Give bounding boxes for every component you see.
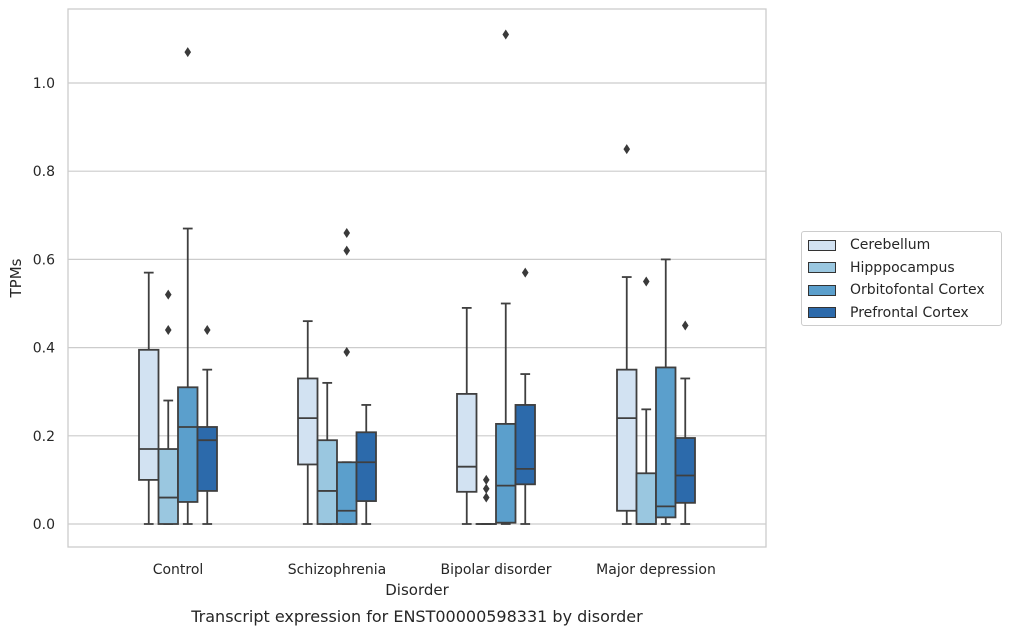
legend-label: Orbitofontal Cortex — [850, 282, 985, 298]
box-1-0 — [297, 320, 319, 525]
box-1-3 — [355, 404, 377, 525]
legend-item: Cerebellum — [808, 236, 930, 254]
outlier-point — [502, 29, 510, 40]
x-tick-label: Control — [153, 562, 204, 578]
outlier-point — [482, 474, 490, 485]
box-body — [355, 431, 377, 502]
outlier-point — [623, 144, 631, 155]
x-axis-ticks: Control Schizophrenia Bipolar disorder Majo… — [153, 562, 716, 578]
x-tick-label: Bipolar disorder — [440, 562, 551, 578]
outlier-point — [681, 320, 689, 331]
legend-item: Orbitofontal Cortex — [808, 281, 985, 299]
box-3-3 — [674, 320, 696, 525]
outlier-point — [521, 267, 529, 278]
legend-label: Hipppocampus — [850, 259, 955, 276]
outlier-point — [203, 324, 211, 335]
outlier-point — [482, 492, 490, 503]
outlier-point — [164, 324, 172, 335]
legend-item: Prefrontal Cortex — [808, 304, 969, 322]
box-2-0 — [456, 307, 478, 525]
box-body — [674, 437, 696, 504]
box-0-3 — [196, 324, 218, 525]
legend: Cerebellum Hipppocampus Orbitofontal Corte… — [801, 231, 1002, 326]
box-1-2 — [336, 227, 358, 525]
legend-swatch — [808, 307, 836, 318]
box-3-0 — [616, 144, 638, 525]
box-2-1 — [475, 474, 497, 525]
box-body — [297, 377, 319, 466]
plot-frame — [67, 8, 767, 548]
y-tick-label: 0.0 — [33, 517, 55, 533]
y-axis-label: TPMs — [7, 258, 25, 298]
legend-item: Hipppocampus — [808, 259, 955, 277]
box-2-2 — [495, 29, 517, 525]
box-body — [316, 439, 338, 525]
box-body — [495, 422, 517, 524]
outlier-point — [343, 347, 351, 358]
box-body — [177, 386, 199, 503]
outlier-point — [184, 47, 192, 58]
box-body — [655, 366, 677, 519]
box-body — [138, 348, 160, 481]
chart-caption: Transcript expression for ENST0000059833… — [190, 607, 643, 626]
y-tick-label: 0.4 — [33, 341, 55, 357]
box-3-1 — [635, 276, 657, 525]
legend-swatch — [808, 262, 836, 273]
y-tick-label: 0.6 — [33, 252, 55, 268]
legend-swatch — [808, 239, 836, 251]
box-body — [514, 404, 536, 486]
box-2-3 — [514, 267, 536, 525]
box-body — [456, 393, 478, 493]
y-tick-label: 0.2 — [33, 429, 55, 445]
box-0-0 — [138, 271, 160, 525]
box-0-1 — [157, 289, 179, 525]
box-1-1 — [316, 381, 338, 525]
box-body — [196, 426, 218, 492]
outlier-point — [642, 276, 650, 287]
outlier-point — [164, 289, 172, 300]
legend-label: Cerebellum — [850, 237, 931, 253]
y-tick-label: 0.8 — [33, 164, 55, 180]
box-body — [616, 368, 638, 512]
legend-label: Prefrontal Cortex — [850, 304, 969, 321]
box-body — [336, 461, 358, 525]
outlier-point — [482, 483, 490, 494]
x-tick-label: Schizophrenia — [288, 562, 386, 578]
x-axis-label: Disorder — [385, 581, 449, 599]
y-tick-label: 1.0 — [33, 76, 55, 92]
box-body — [635, 472, 657, 525]
outlier-point — [343, 245, 351, 256]
y-axis-ticks: 0.0 0.2 0.4 0.6 0.8 1.0 — [33, 76, 55, 533]
x-tick-label: Major depression — [596, 562, 716, 578]
box-0-2 — [177, 47, 199, 525]
outlier-point — [343, 227, 351, 238]
box-body — [157, 448, 179, 525]
box-3-2 — [655, 258, 677, 525]
legend-swatch — [808, 284, 836, 296]
box-plots — [138, 29, 696, 525]
